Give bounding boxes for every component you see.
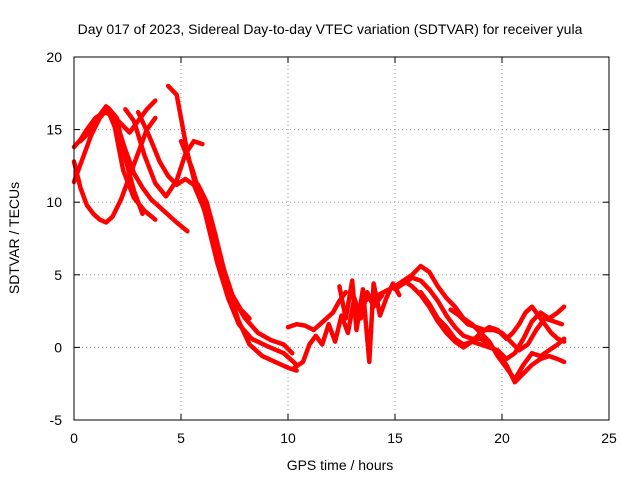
y-tick-label: 15 (46, 122, 62, 138)
y-tick-label: -5 (50, 412, 63, 428)
x-tick-label: 5 (177, 430, 185, 446)
series-line-track-5 (97, 107, 190, 234)
series-line-track-6 (123, 107, 205, 199)
x-tick-label: 20 (494, 430, 510, 446)
y-axis-label: SDTVAR / TECUs (6, 182, 22, 294)
x-tick-label: 0 (70, 430, 78, 446)
series-line-track-11 (285, 289, 349, 333)
series-line-track-17 (418, 289, 567, 362)
series-line-track-4 (78, 104, 158, 222)
y-tick-label: 0 (54, 339, 62, 355)
series-line-track-18 (448, 307, 565, 353)
series-line-track-12 (292, 289, 385, 370)
ticks: 0 5 10 15 20 25 -5 0 5 10 15 20 (46, 49, 617, 446)
plot-frame (73, 56, 610, 421)
series-line-track-15 (392, 275, 567, 385)
x-axis-label: GPS time / hours (287, 457, 394, 473)
series-line-track-13 (337, 278, 402, 365)
y-tick-label: 5 (54, 267, 62, 283)
y-tick-label: 10 (46, 194, 62, 210)
series-line-track-10 (195, 182, 252, 321)
series-line-track-7 (165, 83, 299, 368)
y-tick-label: 20 (46, 49, 62, 65)
series-line-track-2 (71, 115, 158, 225)
x-tick-label: 25 (601, 430, 617, 446)
x-tick-label: 15 (387, 430, 403, 446)
series-group (71, 83, 567, 385)
x-tick-label: 10 (280, 430, 296, 446)
chart-title: Day 017 of 2023, Sidereal Day-to-day VTE… (78, 21, 583, 37)
